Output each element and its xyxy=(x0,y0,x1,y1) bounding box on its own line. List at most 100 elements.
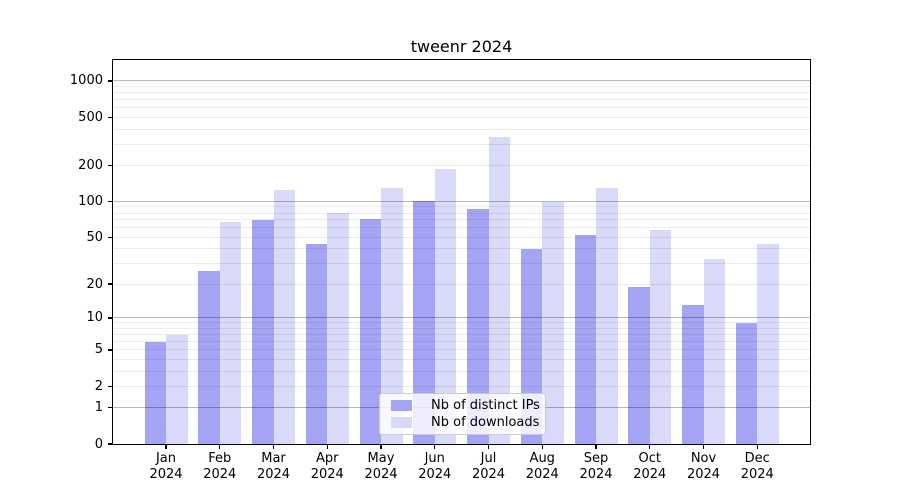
xtick-label-apr: Apr 2024 xyxy=(310,451,344,482)
bar-distinct-ips-sep xyxy=(574,235,596,444)
legend-entry-downloads: Nb of downloads xyxy=(386,415,539,430)
xtick-sep xyxy=(595,444,597,449)
chart-title: tweenr 2024 xyxy=(410,37,513,56)
xtick-label-mar: Mar 2024 xyxy=(256,451,291,482)
xtick-label-aug: Aug 2024 xyxy=(525,451,559,482)
bar-downloads-apr xyxy=(327,213,349,444)
gridline-minor-7 xyxy=(113,334,810,336)
gridline-minor-90 xyxy=(113,206,810,208)
legend-swatch-ips xyxy=(391,400,412,411)
bar-downloads-jun xyxy=(434,168,457,444)
xtick-label-dec: Dec 2024 xyxy=(740,451,774,482)
legend-swatch-downloads xyxy=(391,417,412,428)
bar-distinct-ips-jan xyxy=(144,341,166,444)
xtick-oct xyxy=(649,444,651,449)
gridline-minor-40 xyxy=(113,248,810,250)
xtick-jan xyxy=(165,444,167,449)
xtick-feb xyxy=(219,444,221,449)
bar-distinct-ips-nov xyxy=(682,305,704,444)
gridline-minor-8 xyxy=(113,328,810,330)
gridline-minor-30 xyxy=(113,263,810,265)
xtick-label-jul: Jul 2024 xyxy=(471,451,506,482)
xtick-label-oct: Oct 2024 xyxy=(633,451,667,482)
ytick-100 xyxy=(107,200,113,203)
bar-distinct-ips-may xyxy=(359,219,381,444)
ytick-10 xyxy=(107,317,113,319)
bar-downloads-jan xyxy=(166,334,188,444)
ytick-label-2: 2 xyxy=(94,378,103,394)
ytick-1 xyxy=(107,406,113,409)
gridline-major-100 xyxy=(113,200,810,202)
xtick-may xyxy=(380,444,382,449)
gridline-minor-300 xyxy=(113,143,810,145)
xtick-label-sep: Sep 2024 xyxy=(579,451,613,482)
ytick-label-0: 0 xyxy=(94,436,103,452)
ytick-1000 xyxy=(107,80,113,82)
bar-downloads-feb xyxy=(219,222,242,444)
gridline-minor-5 xyxy=(113,349,810,351)
gridline-minor-900 xyxy=(113,85,810,87)
xtick-label-jan: Jan 2024 xyxy=(149,451,183,482)
bar-distinct-ips-jul xyxy=(467,208,489,444)
xtick-label-jun: Jun 2024 xyxy=(418,451,452,482)
gridline-minor-50 xyxy=(113,236,810,238)
ytick-0 xyxy=(107,443,113,445)
ytick-label-50: 50 xyxy=(86,229,103,245)
gridline-minor-600 xyxy=(113,107,810,109)
gridline-minor-80 xyxy=(113,212,810,214)
bar-downloads-sep xyxy=(596,187,618,444)
gridline-minor-400 xyxy=(113,128,810,130)
xtick-jun xyxy=(434,444,436,449)
xtick-nov xyxy=(702,444,705,449)
legend-label-ips: Nb of distinct IPs xyxy=(431,398,540,413)
gridline-minor-4 xyxy=(113,358,810,360)
legend-label-downloads: Nb of downloads xyxy=(431,415,540,430)
bar-downloads-nov xyxy=(703,258,725,444)
bar-distinct-ips-mar xyxy=(252,219,274,444)
xtick-label-nov: Nov 2024 xyxy=(686,451,721,482)
ytick-50 xyxy=(107,236,113,239)
xtick-dec xyxy=(756,444,758,449)
bar-distinct-ips-feb xyxy=(198,270,220,444)
gridline-minor-70 xyxy=(113,219,810,221)
ytick-500 xyxy=(107,116,113,118)
ytick-label-10: 10 xyxy=(86,310,103,326)
gridline-minor-9 xyxy=(113,322,810,324)
ytick-label-500: 500 xyxy=(78,109,103,125)
bar-distinct-ips-oct xyxy=(628,286,650,444)
gridline-minor-800 xyxy=(113,92,810,94)
bar-distinct-ips-apr xyxy=(305,243,328,444)
ytick-5 xyxy=(107,349,113,351)
gridline-minor-3 xyxy=(113,370,810,372)
gridline-major-1000 xyxy=(113,80,810,82)
bar-downloads-may xyxy=(381,188,403,444)
bar-downloads-oct xyxy=(649,229,672,444)
ytick-200 xyxy=(107,164,113,166)
bar-downloads-jul xyxy=(488,136,510,444)
gridline-minor-6 xyxy=(113,341,810,343)
xtick-label-feb: Feb 2024 xyxy=(203,451,237,482)
xtick-aug xyxy=(541,444,543,449)
ytick-label-200: 200 xyxy=(78,157,103,173)
bar-downloads-mar xyxy=(273,189,295,444)
ytick-label-5: 5 xyxy=(94,342,103,358)
gridline-minor-2 xyxy=(113,385,810,387)
xtick-apr xyxy=(326,444,328,449)
bar-distinct-ips-dec xyxy=(735,322,758,444)
gridline-major-10 xyxy=(113,317,810,319)
xtick-label-may: May 2024 xyxy=(364,451,398,482)
xtick-jul xyxy=(487,444,490,449)
legend: Nb of distinct IPs Nb of downloads xyxy=(379,393,546,435)
gridline-minor-60 xyxy=(113,227,810,229)
gridline-minor-500 xyxy=(113,116,810,118)
bar-distinct-ips-jun xyxy=(413,201,435,444)
ytick-label-100: 100 xyxy=(78,193,103,209)
xtick-mar xyxy=(272,444,275,449)
ytick-label-1: 1 xyxy=(94,400,103,416)
legend-entry-ips: Nb of distinct IPs xyxy=(386,398,540,413)
ytick-label-20: 20 xyxy=(86,276,103,292)
gridline-minor-200 xyxy=(113,164,810,166)
ytick-20 xyxy=(107,283,113,285)
bar-downloads-dec xyxy=(757,243,779,444)
